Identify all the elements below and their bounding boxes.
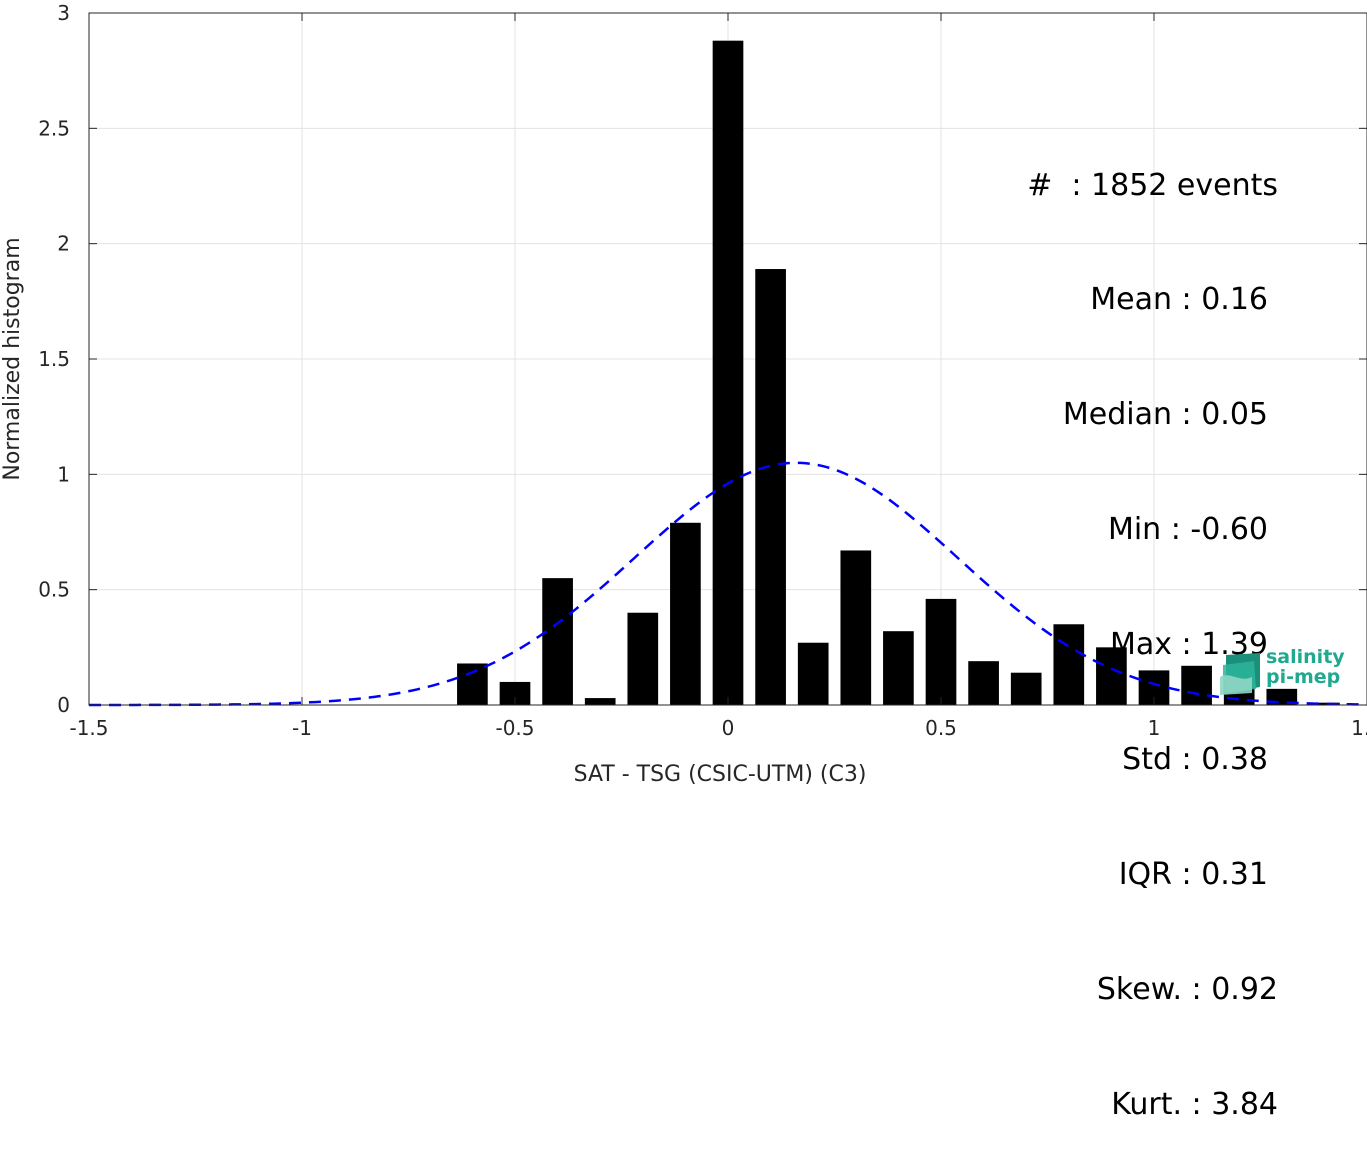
histogram-bar	[457, 663, 488, 705]
histogram-bar	[968, 661, 999, 705]
stat-median: Median : 0.05	[1062, 397, 1268, 433]
x-axis-label: SAT - TSG (CSIC-UTM) (C3)	[574, 762, 867, 785]
stat-mean: Mean : 0.16	[1090, 282, 1268, 318]
wave-logo-icon	[1220, 653, 1260, 695]
y-tick-label: 3	[57, 1, 70, 25]
stat-skew: Skew. : 0.92	[1096, 971, 1278, 1007]
x-tick-labels: -1.5 -1 -0.5 0 0.5 1 1.5	[69, 716, 1367, 740]
logo-line-2: pi-mep	[1266, 666, 1341, 688]
x-tick-label: -1	[292, 716, 312, 740]
histogram-bar	[627, 612, 659, 705]
histogram-bar	[755, 269, 786, 705]
stat-min: Min : -0.60	[1107, 512, 1268, 548]
x-tick-label: 0.5	[925, 716, 957, 740]
histogram-bar	[542, 578, 573, 705]
y-tick-label: 2.5	[38, 116, 70, 140]
histogram-bar	[840, 550, 872, 705]
axis-ticks	[88, 12, 1367, 706]
logo-text: salinity pi-mep	[1266, 647, 1345, 687]
histogram-bars	[457, 40, 1340, 706]
normal-fit-curve	[89, 461, 1367, 707]
y-tick-label: 1.5	[38, 347, 70, 371]
histogram-bar	[883, 631, 914, 705]
y-axis-label: Normalized histogram	[0, 237, 25, 480]
salinity-pimep-logo: salinity pi-mep	[1220, 645, 1350, 695]
x-tick-label: -1.5	[69, 716, 108, 740]
histogram-bar	[670, 522, 701, 705]
histogram-bar	[584, 698, 616, 705]
y-tick-label: 0	[57, 693, 70, 717]
x-tick-label: -0.5	[495, 716, 534, 740]
histogram-bar	[925, 598, 957, 705]
histogram-bar	[499, 681, 531, 705]
logo-line-1: salinity	[1266, 646, 1345, 668]
histogram-bar	[712, 40, 744, 706]
y-tick-label: 1	[57, 462, 70, 486]
histogram-bar	[797, 642, 829, 705]
x-tick-label: 1	[1148, 716, 1161, 740]
histogram-bar	[1309, 702, 1340, 705]
y-tick-label: 2	[57, 232, 70, 256]
statistics-box: # : 1852 events Mean : 0.16 Median : 0.0…	[1000, 90, 1290, 1162]
histogram-bar	[1096, 647, 1127, 705]
histogram-bar	[1053, 624, 1085, 705]
x-tick-label: 0	[722, 716, 735, 740]
histogram-bar	[1181, 665, 1212, 705]
stat-count: # : 1852 events	[1027, 167, 1278, 203]
y-tick-labels: 0 0.5 1 1.5 2 2.5 3	[38, 1, 70, 717]
histogram-chart: -1.5 -1 -0.5 0 0.5 1 1.5 0 0.5 1 1.5 2 2.5 3 SAT - T…	[0, 1, 1367, 785]
stat-iqr: IQR : 0.31	[1118, 856, 1268, 892]
x-tick-label: 1.5	[1351, 716, 1367, 740]
histogram-bar	[1010, 672, 1042, 705]
y-tick-label: 0.5	[38, 578, 70, 602]
stat-kurt: Kurt. : 3.84	[1111, 1086, 1278, 1122]
stat-std: Std : 0.38	[1122, 742, 1268, 778]
